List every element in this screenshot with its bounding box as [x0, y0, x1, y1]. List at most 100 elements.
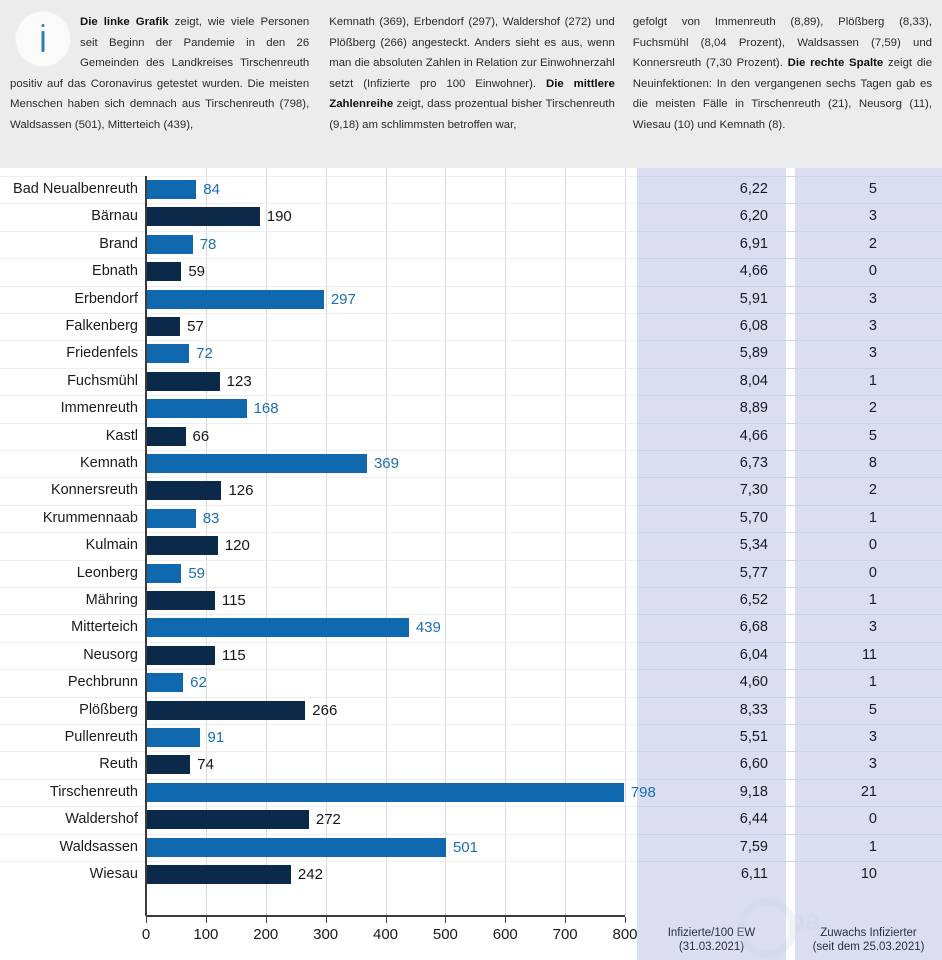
chart-row: Plößberg 266 8,33 5 [0, 696, 942, 724]
bar-value-label: 115 [221, 646, 246, 664]
row-separator-columns [637, 450, 942, 451]
x-axis-label: 600 [492, 926, 518, 943]
row-separator [0, 669, 637, 671]
gridline [385, 168, 387, 916]
bar-value-label: 72 [196, 345, 213, 363]
cell-infected-per-100: 6,08 [739, 318, 768, 334]
row-separator [0, 258, 637, 260]
row-separator [0, 504, 637, 506]
chart-row: Mitterteich 439 6,68 3 [0, 614, 942, 641]
row-separator-columns [637, 641, 942, 643]
cell-infected-per-100: 4,66 [739, 427, 768, 444]
info-icon-stem [41, 31, 45, 52]
info-icon [16, 12, 70, 66]
chart-row: Waldsassen 501 7,59 1 [0, 833, 942, 861]
cell-infected-per-100: 5,34 [739, 537, 768, 554]
bar [146, 207, 260, 227]
chart-row: Wiesau 242 6,11 10 [0, 861, 942, 888]
cell-new-infections: 3 [868, 729, 877, 745]
category-label: Leonberg [76, 564, 138, 581]
x-axis-tick [385, 917, 387, 923]
bar [146, 837, 446, 857]
bar [146, 454, 367, 473]
gridline [265, 168, 267, 916]
bar [146, 481, 222, 501]
chart-row: Fuchsmühl 123 8,04 1 [0, 367, 942, 395]
chart-row: Bad Neualbenreuth 84 6,22 5 [0, 176, 942, 203]
cell-new-infections: 1 [868, 674, 877, 691]
cell-new-infections: 3 [868, 345, 877, 362]
cell-new-infections: 5 [868, 427, 877, 444]
chart-row: Neusorg 115 6,04 11 [0, 641, 942, 669]
gridline [505, 168, 507, 916]
x-axis-tick [565, 917, 567, 923]
cell-infected-per-100: 6,04 [739, 646, 768, 663]
row-separator [0, 587, 637, 588]
cell-infected-per-100: 8,04 [739, 372, 768, 389]
chart-row: Tirschenreuth 798 9,18 21 [0, 778, 942, 806]
row-separator-columns [637, 696, 942, 698]
bar [146, 262, 182, 282]
bar [146, 810, 309, 830]
cell-infected-per-100: 7,30 [739, 482, 768, 499]
bar-value-label: 91 [207, 729, 225, 746]
cell-infected-per-100: 4,60 [739, 674, 768, 691]
bar [146, 317, 181, 336]
cell-new-infections: 1 [868, 838, 877, 855]
category-label: Erbendorf [74, 290, 138, 307]
x-axis-tick [146, 917, 147, 923]
row-separator [0, 367, 637, 369]
row-separator [0, 532, 637, 534]
cell-infected-per-100: 4,66 [739, 263, 768, 280]
chart-row: Reuth 74 6,60 3 [0, 751, 942, 778]
bar [146, 618, 409, 638]
x-axis-tick [625, 917, 626, 923]
row-separator-columns [637, 778, 942, 780]
row-separator-columns [637, 395, 942, 397]
row-separator [0, 230, 637, 232]
category-label: Immenreuth [60, 400, 138, 417]
bar-value-label: 369 [373, 455, 399, 472]
bar-value-label: 74 [197, 756, 214, 774]
cell-infected-per-100: 5,89 [739, 345, 768, 362]
row-separator [0, 559, 637, 561]
row-separator-columns [637, 504, 942, 506]
row-separator [0, 477, 637, 479]
row-separator-columns [637, 559, 942, 561]
row-separator [0, 641, 637, 643]
column-footer-infected-per-100: Infizierte/100 EW (31.03.2021) [637, 926, 786, 954]
bar [146, 426, 186, 446]
row-separator-columns [637, 806, 942, 808]
chart-row: Immenreuth 168 8,89 2 [0, 395, 942, 422]
gridline [325, 168, 327, 916]
row-separator [0, 340, 637, 342]
x-axis-tick [325, 917, 327, 923]
category-label: Falkenberg [65, 318, 138, 334]
chart-row: Leonberg 59 5,77 0 [0, 559, 942, 587]
cell-new-infections: 2 [868, 482, 877, 499]
cell-new-infections: 3 [868, 756, 877, 773]
bar-value-label: 439 [415, 619, 441, 637]
gridline [445, 168, 447, 916]
row-separator-columns [637, 751, 942, 753]
category-label: Konnersreuth [50, 482, 138, 499]
chart-rows: Bad Neualbenreuth 84 6,22 5 Bärnau 190 6,20 3 Br… [0, 168, 942, 908]
row-separator [0, 751, 637, 753]
bar-value-label: 501 [452, 838, 478, 856]
bar-value-label: 168 [253, 400, 279, 418]
row-separator [0, 203, 637, 205]
x-axis-label: 200 [253, 926, 279, 943]
bar-value-label: 59 [188, 564, 205, 582]
bar [146, 234, 193, 254]
intro-lead-1: Die linke Grafik [80, 16, 169, 28]
row-separator [0, 450, 637, 451]
row-separator-columns [637, 669, 942, 671]
cell-new-infections: 1 [868, 372, 877, 389]
cell-infected-per-100: 5,51 [739, 729, 768, 745]
cell-infected-per-100: 8,89 [739, 400, 768, 417]
cell-new-infections: 1 [868, 592, 877, 608]
bar-value-label: 120 [224, 537, 250, 555]
chart-row: Kastl 66 4,66 5 [0, 422, 942, 450]
row-separator-columns [637, 833, 942, 835]
row-separator-columns [637, 422, 942, 424]
